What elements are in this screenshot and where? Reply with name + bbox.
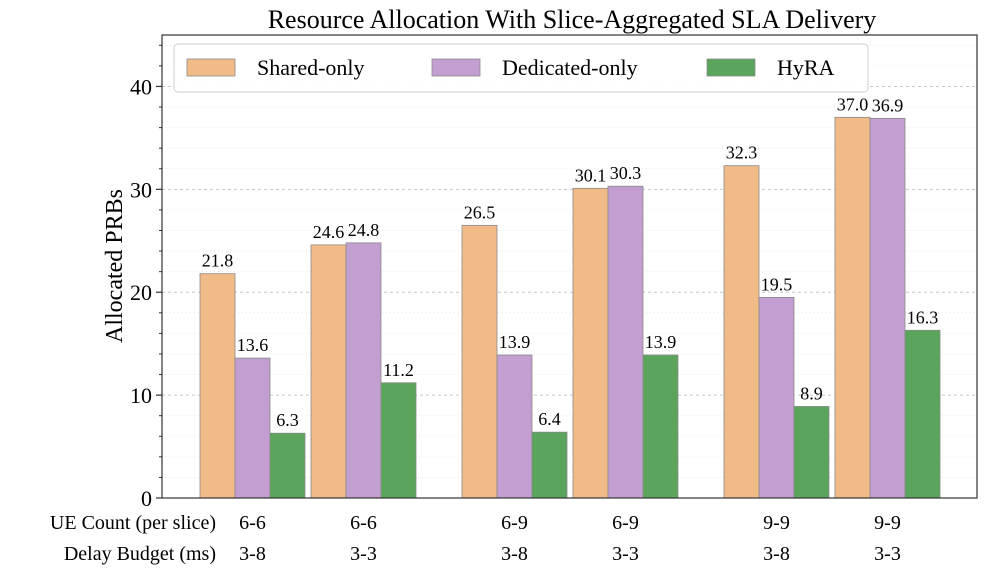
y-tick-label: 10	[130, 383, 152, 408]
bar	[345, 242, 382, 499]
bar	[269, 432, 306, 499]
chart-title: Resource Allocation With Slice-Aggregate…	[268, 5, 877, 34]
legend-label: Shared-only	[257, 55, 365, 80]
x-category-ue: 9-9	[874, 512, 901, 534]
legend-swatch	[706, 58, 756, 77]
bar	[380, 382, 417, 499]
bar-value-label: 13.6	[237, 335, 269, 355]
x-category-delay: 3-8	[763, 543, 790, 565]
x-category-ue: 6-9	[612, 512, 639, 534]
x-category-delay: 3-3	[874, 543, 901, 565]
bar	[904, 329, 941, 499]
bar-value-label: 13.9	[645, 332, 677, 352]
x-category-ue: 6-6	[239, 512, 266, 534]
x-category-delay: 3-3	[350, 543, 377, 565]
bar-value-label: 6.3	[276, 410, 299, 430]
y-axis-label: Allocated PRBs	[102, 189, 128, 343]
bar	[607, 185, 644, 499]
legend: Shared-only Dedicated-only HyRA	[173, 43, 869, 93]
bar	[199, 273, 236, 499]
y-axis-ticks: 0 10 20 30 40	[130, 44, 162, 511]
x-category-delay: 3-8	[501, 543, 528, 565]
bar	[834, 116, 871, 499]
bar-value-label: 16.3	[907, 307, 939, 327]
x-category-ue: 6-9	[501, 512, 528, 534]
bar-value-label: 13.9	[499, 332, 531, 352]
bars	[199, 116, 941, 499]
bar-value-label: 30.3	[610, 163, 642, 183]
legend-swatch	[431, 58, 481, 77]
plot-frame	[161, 34, 978, 499]
legend-box	[173, 43, 869, 93]
bar-value-label: 19.5	[761, 274, 793, 294]
bar-value-label: 36.9	[872, 95, 904, 115]
y-tick-label: 30	[130, 177, 152, 202]
bar-value-label: 24.6	[313, 222, 345, 242]
bar	[572, 187, 609, 499]
bar-value-label: 32.3	[726, 143, 758, 163]
x-category-delay: 3-8	[239, 543, 266, 565]
bar-value-label: 11.2	[383, 360, 414, 380]
y-tick-label: 40	[130, 74, 152, 99]
bar	[793, 406, 830, 499]
bar	[642, 354, 679, 499]
bar-value-labels: 21.8 13.6 6.3 24.6 24.8 11.2 26.5 13.9 6.4 30.1 30…	[202, 94, 939, 430]
bar	[723, 165, 760, 499]
bar	[310, 244, 347, 499]
bar-value-label: 37.0	[837, 94, 869, 114]
legend-swatch	[186, 58, 236, 77]
bar	[869, 117, 906, 499]
x-category-ue: 9-9	[763, 512, 790, 534]
row-label-ue-count: UE Count (per slice)	[50, 512, 216, 534]
row-label-delay-budget: Delay Budget (ms)	[64, 543, 216, 565]
bar-value-label: 8.9	[800, 383, 823, 403]
legend-label: Dedicated-only	[502, 55, 638, 80]
bar-value-label: 6.4	[538, 409, 561, 429]
bar-value-label: 26.5	[464, 202, 496, 222]
bar	[758, 296, 795, 499]
bar	[234, 357, 271, 499]
bar	[531, 431, 568, 499]
bar	[461, 224, 498, 499]
bar-value-label: 21.8	[202, 251, 234, 271]
bar-value-label: 30.1	[575, 165, 607, 185]
x-category-ue: 6-6	[350, 512, 377, 534]
y-tick-label: 0	[141, 486, 152, 511]
x-category-delay: 3-3	[612, 543, 639, 565]
legend-label: HyRA	[777, 55, 835, 80]
y-tick-label: 20	[130, 280, 152, 305]
bar	[496, 354, 533, 499]
x-axis-categories: UE Count (per slice) Delay Budget (ms) 6-6…	[50, 512, 901, 565]
bar-value-label: 24.8	[348, 220, 380, 240]
